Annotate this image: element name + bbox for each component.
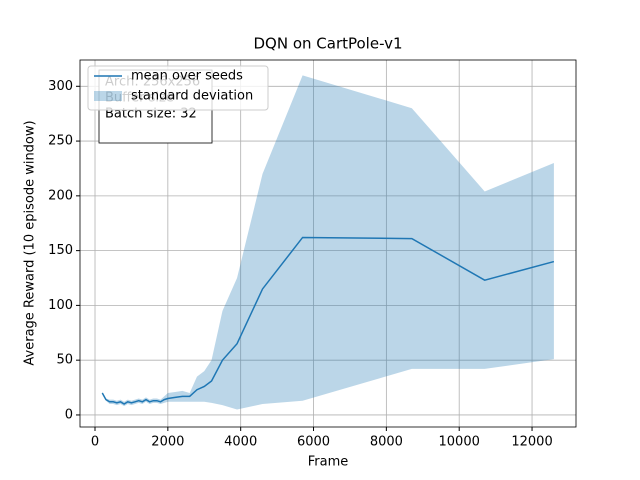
x-tick-label: 10000 — [439, 435, 480, 450]
std-band — [102, 75, 554, 410]
x-tick-label: 6000 — [297, 435, 330, 450]
y-tick-label: 300 — [48, 79, 73, 94]
x-axis-label: Frame — [308, 455, 349, 470]
y-tick-label: 0 — [65, 407, 73, 422]
y-tick-label: 150 — [48, 243, 73, 258]
y-tick-label: 250 — [48, 134, 73, 149]
y-tick-label: 50 — [56, 353, 73, 368]
x-tick-label: 4000 — [224, 435, 257, 450]
chart-title: DQN on CartPole-v1 — [253, 35, 402, 53]
y-axis-label: Average Reward (10 episode window) — [23, 120, 38, 365]
plot-frame — [79, 59, 577, 428]
y-tick-label: 200 — [48, 188, 73, 203]
legend-box — [87, 65, 269, 111]
x-tick-label: 12000 — [511, 435, 552, 450]
x-tick-label: 0 — [91, 435, 99, 450]
legend-label: mean over seeds — [131, 69, 243, 84]
legend-label: standard deviation — [131, 89, 253, 104]
legend-swatch — [94, 91, 122, 101]
x-tick-label: 2000 — [151, 435, 184, 450]
series-line — [101, 236, 555, 405]
y-tick-label: 100 — [48, 298, 73, 313]
x-tick-label: 8000 — [370, 435, 403, 450]
